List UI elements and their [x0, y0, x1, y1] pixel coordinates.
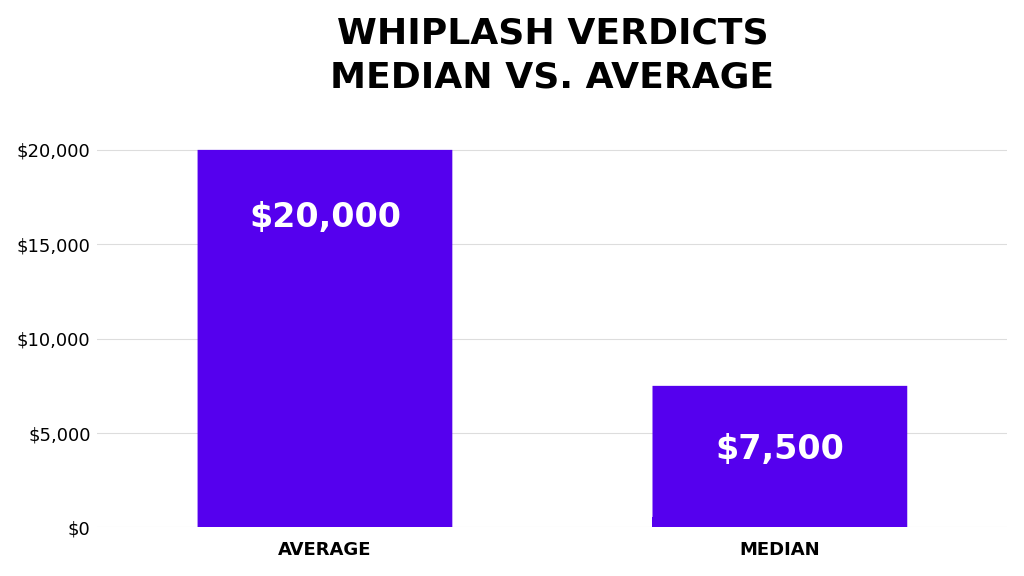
FancyBboxPatch shape — [652, 386, 907, 528]
Text: $7,500: $7,500 — [716, 433, 845, 466]
FancyBboxPatch shape — [198, 150, 453, 528]
Text: $20,000: $20,000 — [249, 202, 401, 234]
Title: WHIPLASH VERDICTS
MEDIAN VS. AVERAGE: WHIPLASH VERDICTS MEDIAN VS. AVERAGE — [331, 17, 774, 94]
Bar — [652, 517, 907, 528]
Bar — [198, 517, 453, 528]
